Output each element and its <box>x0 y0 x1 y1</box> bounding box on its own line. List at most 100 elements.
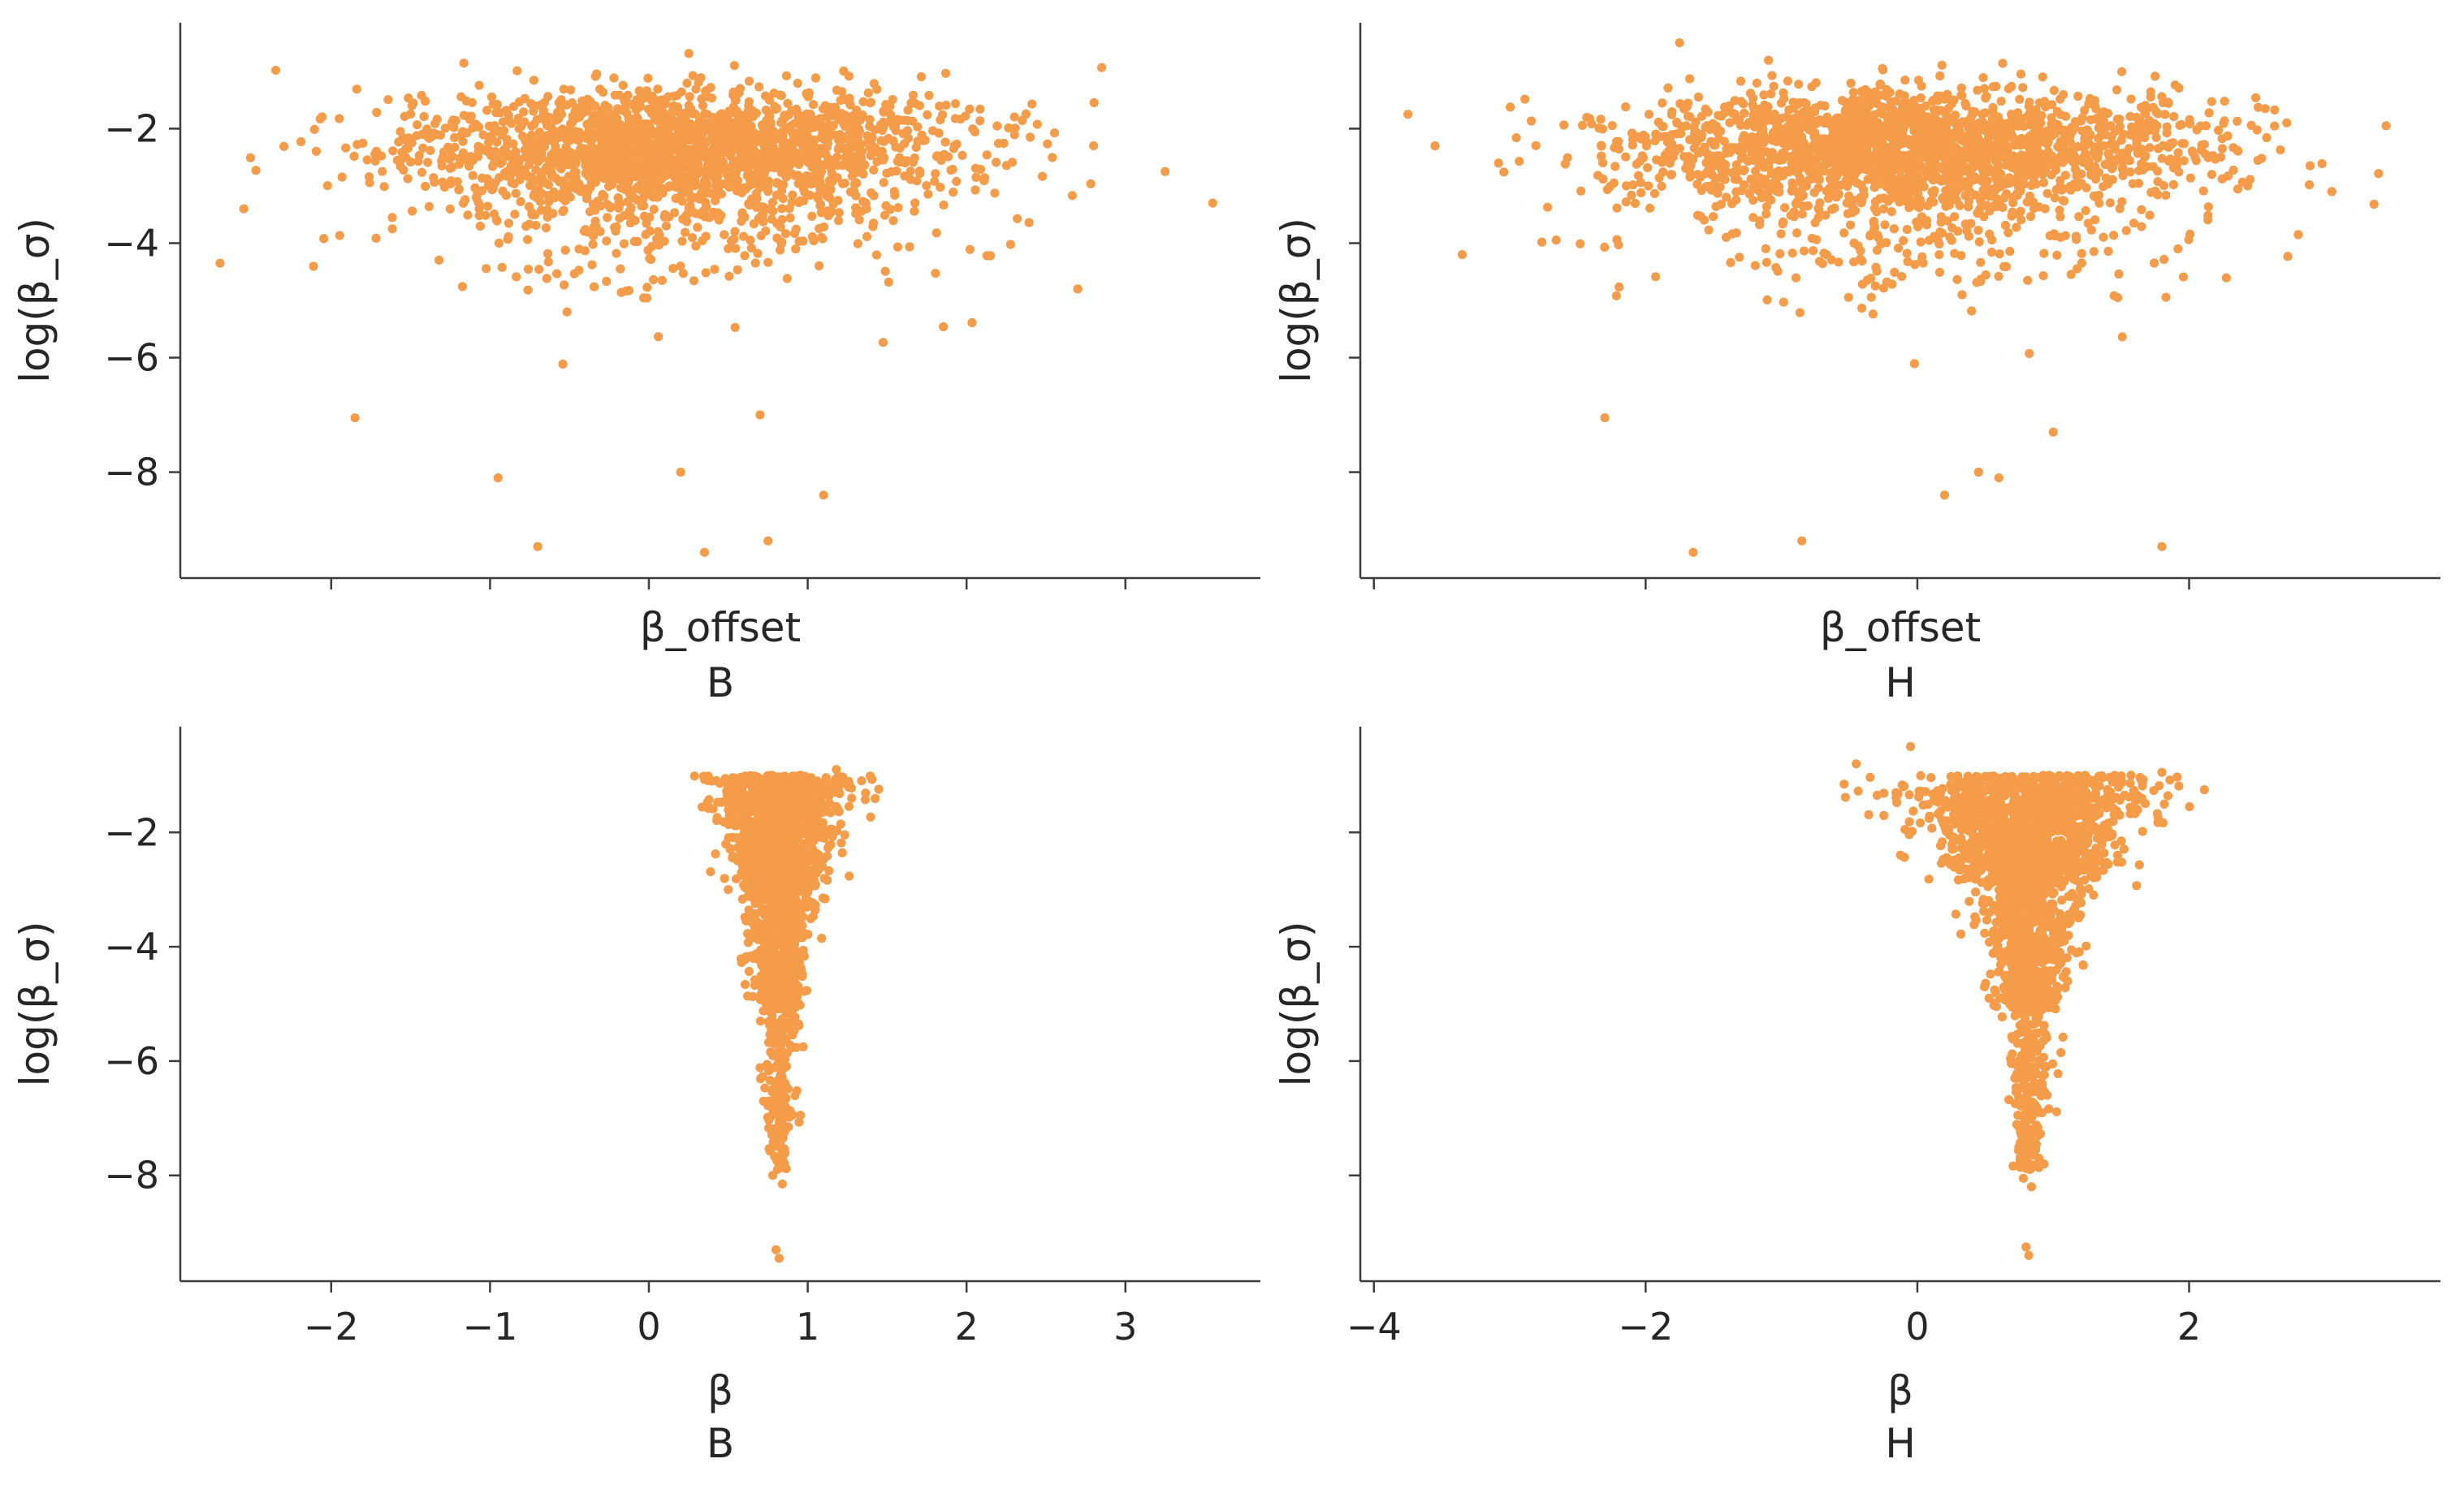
data-point <box>1952 274 1962 284</box>
data-point <box>482 106 492 115</box>
data-point <box>862 231 872 241</box>
data-point <box>697 94 707 104</box>
data-point <box>712 138 723 148</box>
data-point <box>1998 136 2008 146</box>
scatter-points <box>215 49 1217 557</box>
facet-label: H <box>1885 659 1916 706</box>
data-point <box>1991 201 2002 211</box>
data-point <box>513 114 523 123</box>
data-point <box>2017 215 2026 225</box>
data-point <box>1632 159 1641 169</box>
data-point <box>1714 134 1723 144</box>
data-point <box>523 265 534 274</box>
data-point <box>407 101 417 110</box>
data-point <box>1844 292 1853 302</box>
data-point <box>2204 108 2214 118</box>
data-point <box>756 231 766 240</box>
data-point <box>788 190 798 200</box>
data-point <box>2254 102 2263 112</box>
data-point <box>1597 151 1606 161</box>
data-point <box>1779 93 1789 103</box>
data-point <box>2228 166 2238 175</box>
data-point <box>693 222 702 232</box>
data-point <box>1994 271 2004 281</box>
data-point <box>879 106 888 116</box>
data-point <box>677 162 687 171</box>
data-point <box>882 168 892 178</box>
data-point <box>1985 229 1995 240</box>
data-point <box>2070 122 2080 132</box>
data-point <box>1872 99 1882 109</box>
data-point <box>1786 210 1796 220</box>
data-point <box>794 134 804 144</box>
data-point <box>475 221 486 231</box>
data-point <box>515 166 525 175</box>
data-point <box>787 197 797 207</box>
data-point <box>519 107 529 117</box>
data-point <box>621 286 631 296</box>
data-point <box>1896 191 1907 201</box>
data-point <box>2119 155 2129 165</box>
data-point <box>603 213 612 222</box>
data-point <box>583 94 593 104</box>
data-point <box>2072 235 2081 244</box>
data-point <box>1863 97 1873 107</box>
data-point <box>1644 110 1654 119</box>
data-point <box>523 285 533 295</box>
data-point <box>2111 140 2120 149</box>
data-point <box>688 134 698 144</box>
data-point <box>860 795 870 805</box>
data-point <box>2207 97 2216 106</box>
data-point <box>881 201 891 210</box>
data-point <box>412 120 422 130</box>
data-point <box>1936 218 1946 227</box>
data-point <box>824 175 835 185</box>
data-point <box>1707 161 1718 170</box>
data-point <box>1887 279 1897 289</box>
data-point <box>1032 119 1042 129</box>
data-point <box>1824 119 1834 128</box>
facet-label: B <box>707 659 734 706</box>
data-point <box>1630 198 1640 209</box>
data-point <box>912 176 922 186</box>
data-point <box>529 101 538 110</box>
data-point <box>1870 281 1880 291</box>
data-point <box>458 136 468 146</box>
data-point <box>491 178 500 188</box>
data-point <box>605 203 616 213</box>
data-point <box>1688 547 1698 557</box>
data-point <box>1921 220 1932 230</box>
data-point <box>702 202 711 212</box>
data-point <box>672 91 682 101</box>
data-point <box>1689 123 1699 132</box>
data-point <box>613 132 624 143</box>
data-point <box>1827 205 1837 214</box>
data-point <box>2233 146 2243 156</box>
data-point <box>463 112 473 122</box>
data-point <box>822 192 832 201</box>
data-point <box>1839 165 1849 175</box>
data-point <box>1861 109 1871 119</box>
data-point <box>1923 139 1933 149</box>
data-point <box>713 127 724 137</box>
data-point <box>1865 231 1875 241</box>
data-point <box>684 101 694 110</box>
data-point <box>664 140 675 150</box>
data-point <box>1951 188 1960 197</box>
data-point <box>570 127 580 137</box>
data-point <box>2055 181 2065 191</box>
data-point <box>776 168 786 178</box>
data-point <box>2045 231 2055 240</box>
data-point <box>924 91 934 101</box>
data-point <box>640 185 650 195</box>
data-point <box>1903 98 1913 108</box>
data-point <box>2113 293 2123 303</box>
data-point <box>2026 211 2036 222</box>
data-point <box>676 261 685 271</box>
data-point <box>1945 194 1955 204</box>
data-point <box>1799 246 1809 256</box>
data-point <box>2203 210 2213 220</box>
data-point <box>930 176 940 186</box>
data-point <box>2250 93 2261 102</box>
data-point <box>1706 136 1716 146</box>
